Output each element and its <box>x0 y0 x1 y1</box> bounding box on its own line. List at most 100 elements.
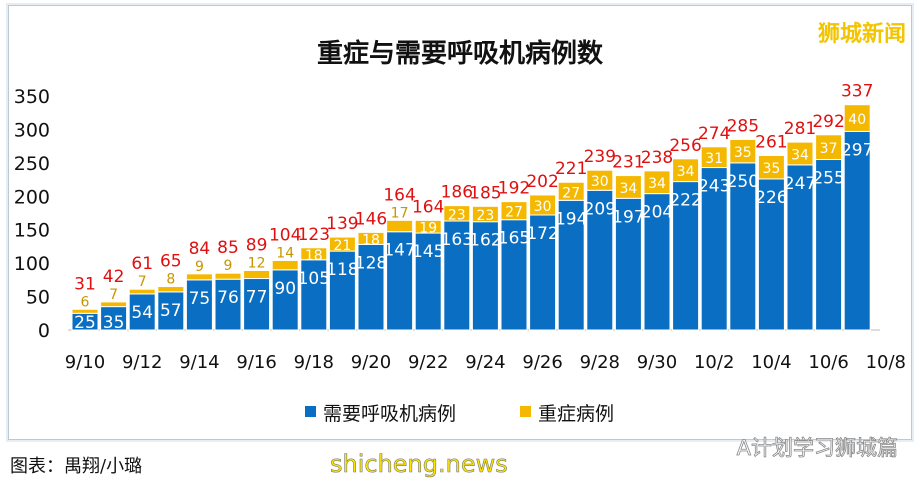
bar-value-label: 255 <box>812 169 844 189</box>
bar-value-label: 34 <box>648 176 666 192</box>
bar-severe <box>100 301 128 308</box>
bar-value-label: 34 <box>619 181 637 197</box>
total-label: 164 <box>383 185 415 205</box>
bar-value-label: 18 <box>305 248 323 264</box>
bar-value-label: 7 <box>109 287 118 303</box>
bar-value-label: 77 <box>246 288 268 308</box>
total-label: 274 <box>698 124 730 144</box>
bar-value-label: 54 <box>131 303 153 323</box>
bar-severe <box>243 269 271 280</box>
bar-severe <box>443 205 471 222</box>
bar-ventilator <box>443 220 471 331</box>
total-label: 337 <box>841 82 873 102</box>
bar-value-label: 6 <box>81 294 90 310</box>
bar-value-label: 17 <box>391 205 409 221</box>
x-tick-label: 10/6 <box>808 352 848 373</box>
bar-value-label: 8 <box>166 272 175 288</box>
bar-value-label: 165 <box>498 229 530 249</box>
total-label: 261 <box>755 133 787 153</box>
bar-value-label: 35 <box>762 161 780 177</box>
bar-value-label: 194 <box>555 209 587 229</box>
bar-ventilator <box>843 130 871 331</box>
watermark-logo: 狮城新闻 <box>817 22 906 47</box>
bar-value-label: 25 <box>74 313 96 333</box>
x-tick-label: 9/10 <box>65 352 105 373</box>
x-tick-label: 10/8 <box>866 352 906 373</box>
y-tick-label: 350 <box>14 86 50 108</box>
bar-ventilator <box>328 250 356 331</box>
bar-severe <box>357 231 385 245</box>
total-label: 239 <box>584 147 616 167</box>
bar-severe <box>786 141 814 166</box>
total-label: 42 <box>103 267 125 287</box>
bar-value-label: 27 <box>562 185 580 201</box>
bar-value-label: 250 <box>727 172 759 192</box>
bar-severe <box>815 134 843 161</box>
bar-value-label: 7 <box>138 274 147 290</box>
x-tick-label: 9/22 <box>408 352 448 373</box>
bar-value-label: 162 <box>469 231 501 251</box>
caption: 图表：禺翔/小璐 <box>10 456 143 477</box>
bar-value-label: 163 <box>441 230 473 250</box>
bar-value-label: 57 <box>160 301 182 321</box>
bar-value-label: 226 <box>755 188 787 208</box>
bar-severe <box>71 308 99 314</box>
x-tick-label: 10/4 <box>751 352 791 373</box>
bar-ventilator <box>643 193 671 331</box>
total-label: 61 <box>131 254 153 274</box>
bar-value-label: 247 <box>784 174 816 194</box>
bar-value-label: 172 <box>526 224 558 244</box>
bar-value-label: 35 <box>734 145 752 161</box>
total-label: 231 <box>612 153 644 173</box>
total-label: 65 <box>160 252 182 272</box>
y-tick-label: 100 <box>14 253 50 275</box>
total-label: 84 <box>189 239 211 259</box>
y-tick-label: 50 <box>26 287 50 309</box>
bar-value-label: 204 <box>641 203 673 223</box>
legend-swatch <box>520 406 531 417</box>
bar-severe <box>214 272 242 280</box>
bar-value-label: 76 <box>217 288 239 308</box>
legend-label: 需要呼吸机病例 <box>323 403 456 425</box>
bar-severe <box>643 170 671 195</box>
bar-value-label: 30 <box>591 174 609 190</box>
bar-severe <box>386 219 414 233</box>
bar-severe <box>128 288 156 295</box>
total-label: 185 <box>469 183 501 203</box>
bar-ventilator <box>128 293 156 331</box>
bar-ventilator <box>586 189 614 331</box>
total-label: 256 <box>669 136 701 156</box>
x-tick-label: 9/24 <box>465 352 505 373</box>
bar-value-label: 18 <box>362 232 380 248</box>
bar-value-label: 14 <box>276 245 294 261</box>
bar-ventilator <box>500 219 528 331</box>
legend-swatch <box>305 406 316 417</box>
total-label: 146 <box>355 209 387 229</box>
bar-value-label: 90 <box>274 279 296 299</box>
bar-severe <box>843 104 871 132</box>
x-tick-label: 9/14 <box>179 352 219 373</box>
bar-ventilator <box>529 214 557 331</box>
y-tick-label: 150 <box>14 220 50 242</box>
bar-value-label: 297 <box>841 140 873 160</box>
x-tick-label: 9/12 <box>122 352 162 373</box>
x-tick-label: 9/28 <box>580 352 620 373</box>
bar-ventilator <box>386 231 414 331</box>
bar-severe <box>586 169 614 191</box>
bar-value-label: 118 <box>326 260 358 280</box>
bar-value-label: 105 <box>298 269 330 289</box>
bar-value-label: 145 <box>412 242 444 262</box>
bar-value-label: 31 <box>705 151 723 167</box>
y-tick-label: 0 <box>38 320 50 342</box>
legend-label: 重症病例 <box>538 403 614 425</box>
bar-value-label: 34 <box>677 164 695 180</box>
bar-value-label: 30 <box>534 199 552 215</box>
bar-ventilator <box>357 243 385 331</box>
x-tick-label: 9/16 <box>236 352 276 373</box>
y-tick-label: 250 <box>14 153 50 175</box>
bar-severe <box>328 236 356 252</box>
bar-value-label: 209 <box>584 199 616 219</box>
total-label: 139 <box>326 214 358 234</box>
bar-value-label: 197 <box>612 207 644 227</box>
x-tick-label: 10/2 <box>694 352 734 373</box>
